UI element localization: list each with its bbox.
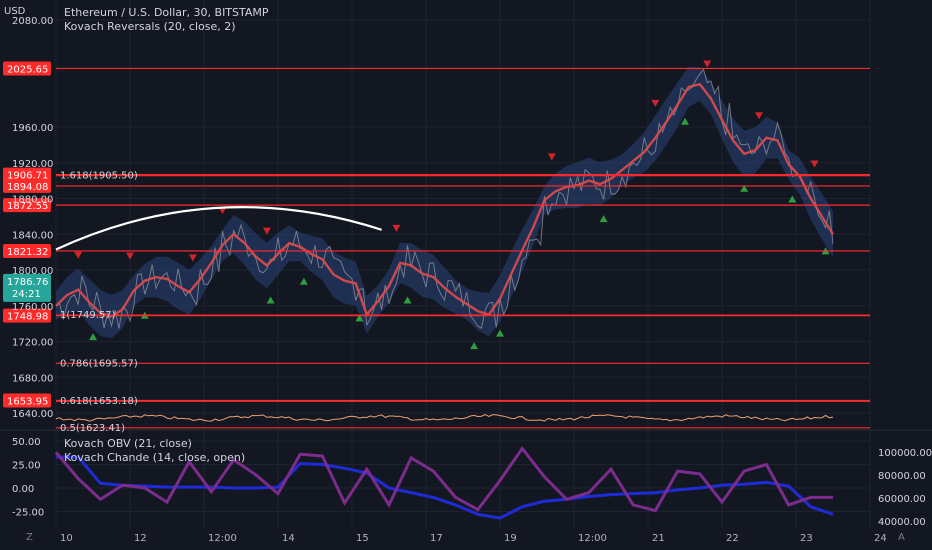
- bull-marker: [266, 296, 275, 304]
- oscillator-left-axis-label: 25.00: [12, 461, 41, 472]
- bear-marker: [755, 112, 763, 120]
- price-axis-label: 1800.00: [12, 266, 53, 277]
- time-axis-label: 24: [874, 533, 887, 544]
- auto-scale-button[interactable]: A: [898, 532, 905, 543]
- currency-label: USD: [4, 6, 26, 17]
- bull-marker: [355, 314, 364, 322]
- oscillator-right-axis-label: 40000.00: [878, 517, 926, 528]
- volume-oscillator: [55, 414, 834, 422]
- fib-level-label: 0.618(1653.18): [60, 396, 138, 407]
- time-axis-label: 21: [652, 533, 665, 544]
- indicator-legend[interactable]: Kovach Reversals (20, close, 2): [64, 20, 236, 33]
- bull-marker: [470, 342, 479, 350]
- bear-marker: [651, 99, 660, 107]
- chande-legend[interactable]: Kovach Chande (14, close, open): [64, 451, 246, 464]
- level-label: 1872.55: [7, 201, 48, 212]
- fib-level-label: 0.786(1695.57): [60, 358, 138, 369]
- chart-title: Ethereum / U.S. Dollar, 30, BITSTAMP: [64, 6, 269, 19]
- price-axis-label: 1640.00: [12, 409, 53, 420]
- time-axis-label: 17: [430, 533, 443, 544]
- price-axis-label: 2080.00: [12, 16, 53, 27]
- bear-marker: [547, 153, 556, 161]
- keltner-band: [56, 66, 833, 339]
- fib-level-label: 0.5(1623.41): [60, 423, 125, 434]
- bull-marker: [496, 329, 504, 337]
- level-label: 2025.65: [7, 64, 48, 75]
- level-label: 1748.98: [7, 312, 48, 323]
- arc-annotation: [55, 206, 382, 251]
- level-badge: [3, 178, 51, 193]
- price-axis-label: 1760.00: [12, 302, 53, 313]
- fib-level-label: 1.618(1905.50): [60, 171, 138, 182]
- time-axis-label: 12:00: [208, 533, 237, 544]
- level-badge: [3, 243, 51, 258]
- kovach-reversals-line: [55, 82, 835, 318]
- oscillator-right-axis-label: 100000.00: [878, 448, 932, 459]
- price-axis-label: 1880.00: [12, 195, 53, 206]
- oscillator-left-axis-label: -25.00: [12, 508, 44, 519]
- bull-marker: [788, 195, 797, 203]
- bull-marker: [299, 277, 308, 285]
- level-badge: [3, 167, 51, 182]
- price-axis-label: 1720.00: [12, 338, 53, 349]
- level-badge: [3, 61, 51, 76]
- level-badge: [3, 198, 51, 213]
- price-axis-label: 1960.00: [12, 123, 53, 134]
- time-axis-label: 15: [356, 533, 369, 544]
- time-axis-label: 14: [282, 533, 295, 544]
- timezone-button[interactable]: Z: [26, 532, 33, 543]
- oscillator-left-axis-label: 50.00: [12, 437, 41, 448]
- price-axis-label: 1840.00: [12, 230, 53, 241]
- bull-marker: [89, 333, 97, 341]
- time-axis-label: 10: [60, 533, 73, 544]
- bear-marker: [262, 227, 271, 235]
- time-axis-label: 22: [726, 533, 739, 544]
- level-badge: [3, 393, 51, 408]
- oscillator-left-axis-label: 0.00: [12, 484, 34, 495]
- bear-marker: [126, 252, 134, 260]
- time-axis-label: 23: [800, 533, 813, 544]
- level-badge: [3, 308, 51, 323]
- bear-marker: [703, 60, 712, 68]
- oscillator-right-axis-label: 60000.00: [878, 494, 926, 505]
- time-axis-label: 19: [504, 533, 517, 544]
- bull-marker: [599, 215, 608, 223]
- fib-level-label: 1(1749.57): [60, 310, 116, 321]
- obv-line: [56, 455, 834, 520]
- bear-marker: [392, 224, 401, 232]
- bear-marker: [188, 254, 197, 262]
- level-label: 1906.71: [7, 171, 48, 182]
- price-series: [55, 68, 834, 329]
- price-axis-label: 1680.00: [12, 373, 53, 384]
- level-label: 1653.95: [7, 397, 48, 408]
- obv-legend[interactable]: Kovach OBV (21, close): [64, 437, 192, 450]
- bull-marker: [403, 296, 412, 304]
- bear-marker: [810, 160, 819, 168]
- level-label: 1821.32: [7, 247, 48, 258]
- current-price-label: 1786.76: [7, 277, 48, 288]
- bull-marker: [740, 184, 749, 192]
- time-axis-label: 12: [134, 533, 147, 544]
- price-axis-label: 1920.00: [12, 159, 53, 170]
- level-label: 1894.08: [7, 182, 48, 193]
- current-price-badge: [3, 273, 51, 302]
- oscillator-right-axis-label: 80000.00: [878, 471, 926, 482]
- bear-marker: [74, 251, 83, 259]
- bar-countdown-label: 24:21: [12, 289, 41, 300]
- time-axis-label: 12:00: [578, 533, 607, 544]
- bull-marker: [681, 117, 689, 125]
- chande-line: [54, 445, 833, 513]
